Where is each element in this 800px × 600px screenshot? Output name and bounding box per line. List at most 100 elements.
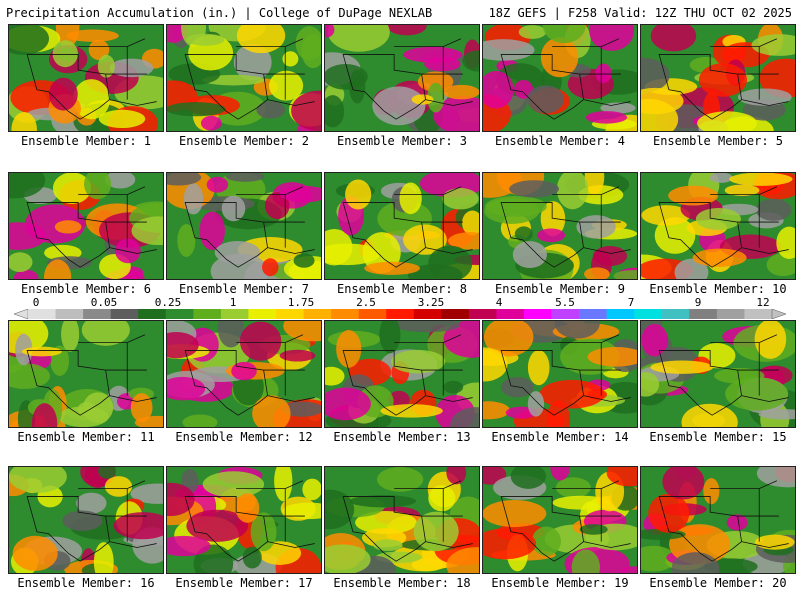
- ensemble-member-label: Ensemble Member: 13: [333, 430, 471, 444]
- precip-map: [483, 467, 637, 573]
- ensemble-panel-5: [640, 24, 796, 132]
- colorbar-segment: [689, 309, 718, 319]
- ensemble-panel-6: [8, 172, 164, 280]
- map-title: Precipitation Accumulation (in.) | Colle…: [6, 6, 433, 20]
- colorbar-segment: [606, 309, 635, 319]
- precip-map: [167, 25, 321, 131]
- precip-map: [641, 321, 795, 427]
- precip-map: [9, 25, 163, 131]
- colorbar-tick-label: 12: [756, 296, 770, 309]
- ensemble-member-label: Ensemble Member: 15: [649, 430, 787, 444]
- colorbar-tick-label: 3.25: [417, 296, 445, 309]
- ensemble-member-label: Ensemble Member: 7: [178, 282, 310, 296]
- ensemble-member-label: Ensemble Member: 3: [336, 134, 468, 148]
- ensemble-member-label: Ensemble Member: 9: [494, 282, 626, 296]
- colorbar-tick-label: 0.25: [154, 296, 182, 309]
- colorbar-segment: [413, 309, 442, 319]
- ensemble-panel-16: [8, 466, 164, 574]
- ensemble-member-label: Ensemble Member: 14: [491, 430, 629, 444]
- ensemble-member-label: Ensemble Member: 5: [652, 134, 784, 148]
- ensemble-panel-18: [324, 466, 480, 574]
- precip-map: [167, 173, 321, 279]
- ensemble-member-label: Ensemble Member: 17: [175, 576, 313, 590]
- colorbar-segment: [496, 309, 525, 319]
- precip-map: [483, 173, 637, 279]
- ensemble-panel-1: [8, 24, 164, 132]
- colorbar-tick-label: 5.5: [555, 296, 575, 309]
- colorbar-segment: [110, 309, 139, 319]
- colorbar-segment: [303, 309, 332, 319]
- colorbar-tick-label: 4: [495, 296, 503, 309]
- colorbar-segment: [276, 309, 304, 319]
- precip-map: [9, 173, 163, 279]
- precip-map: [325, 25, 479, 131]
- colorbar-tick-label: 2.5: [356, 296, 376, 309]
- colorbar-tick-label: 0.05: [90, 296, 118, 309]
- colorbar-segment: [248, 309, 277, 319]
- ensemble-member-label: Ensemble Member: 4: [494, 134, 626, 148]
- precip-map: [641, 173, 795, 279]
- colorbar-tick-label: 7: [627, 296, 635, 309]
- colorbar-segment: [744, 309, 773, 319]
- ensemble-panel-15: [640, 320, 796, 428]
- ensemble-panel-13: [324, 320, 480, 428]
- colorbar-segment: [220, 309, 249, 319]
- colorbar-segment: [165, 309, 194, 319]
- precip-map: [9, 321, 163, 427]
- ensemble-member-label: Ensemble Member: 8: [336, 282, 468, 296]
- ensemble-member-label: Ensemble Member: 16: [17, 576, 155, 590]
- ensemble-panel-4: [482, 24, 638, 132]
- precip-map: [325, 321, 479, 427]
- colorbar-segment: [441, 309, 470, 319]
- ensemble-panel-8: [324, 172, 480, 280]
- colorbar-segment: [716, 309, 745, 319]
- precip-map: [641, 25, 795, 131]
- precip-map: [9, 467, 163, 573]
- colorbar-segment: [634, 309, 663, 319]
- colorbar-segment: [358, 309, 387, 319]
- ensemble-panel-10: [640, 172, 796, 280]
- colorbar-tick-label: 9: [694, 296, 702, 309]
- colorbar-segment: [468, 309, 497, 319]
- precip-map: [167, 321, 321, 427]
- ensemble-member-label: Ensemble Member: 11: [17, 430, 155, 444]
- ensemble-panel-17: [166, 466, 322, 574]
- colorbar-segment: [551, 309, 580, 319]
- ensemble-panel-20: [640, 466, 796, 574]
- colorbar-tick-label: 1: [229, 296, 237, 309]
- colorbar-high-arrow: [771, 309, 786, 319]
- colorbar-tick-label: 1.75: [287, 296, 315, 309]
- colorbar-segment: [386, 309, 415, 319]
- ensemble-panel-12: [166, 320, 322, 428]
- ensemble-member-label: Ensemble Member: 12: [175, 430, 313, 444]
- ensemble-member-label: Ensemble Member: 6: [20, 282, 152, 296]
- ensemble-panel-2: [166, 24, 322, 132]
- colorbar-low-arrow: [14, 309, 29, 319]
- ensemble-panel-19: [482, 466, 638, 574]
- colorbar-segment: [138, 309, 167, 319]
- precip-map: [483, 321, 637, 427]
- ensemble-member-label: Ensemble Member: 10: [649, 282, 787, 296]
- ensemble-member-label: Ensemble Member: 20: [649, 576, 787, 590]
- colorbar-tick-label: 0: [32, 296, 40, 309]
- ensemble-member-label: Ensemble Member: 1: [20, 134, 152, 148]
- colorbar-segment: [55, 309, 84, 319]
- ensemble-panel-9: [482, 172, 638, 280]
- ensemble-member-label: Ensemble Member: 2: [178, 134, 310, 148]
- precip-map: [483, 25, 637, 131]
- precip-map: [167, 467, 321, 573]
- colorbar-segment: [524, 309, 552, 319]
- ensemble-panel-3: [324, 24, 480, 132]
- colorbar-segment: [83, 309, 111, 319]
- precip-colorbar: [14, 309, 786, 319]
- run-valid-info: 18Z GEFS | F258 Valid: 12Z THU OCT 02 20…: [488, 6, 792, 20]
- precip-map: [325, 467, 479, 573]
- ensemble-panel-11: [8, 320, 164, 428]
- precip-map: [641, 467, 795, 573]
- ensemble-member-label: Ensemble Member: 19: [491, 576, 629, 590]
- colorbar-segment: [661, 309, 690, 319]
- ensemble-member-label: Ensemble Member: 18: [333, 576, 471, 590]
- ensemble-panel-7: [166, 172, 322, 280]
- colorbar-segment: [193, 309, 222, 319]
- colorbar-segment: [331, 309, 359, 319]
